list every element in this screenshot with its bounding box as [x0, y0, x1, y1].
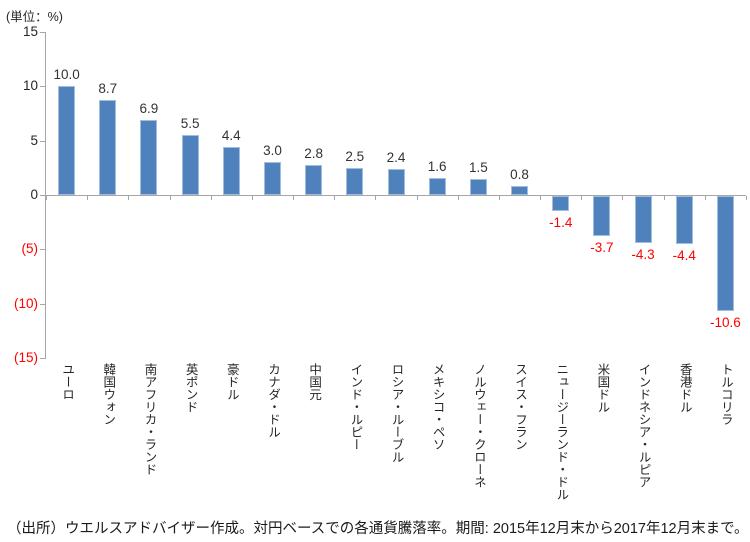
- category-label: 韓国ウォン: [101, 363, 116, 426]
- category-axis-tick: [622, 196, 624, 200]
- category-label: 南アフリカ・ランド: [142, 363, 157, 476]
- bar: [469, 178, 487, 195]
- bar-value-label: 4.4: [221, 128, 241, 144]
- category-label: ニュージーランド・ドル: [554, 363, 569, 501]
- category-label: 中国元: [307, 363, 322, 401]
- y-tick-label: (15): [13, 350, 38, 365]
- bar-value-label: 1.5: [468, 159, 488, 175]
- bar-value-label: 10.0: [53, 67, 80, 83]
- bar: [675, 196, 693, 244]
- bar-value-label: 2.5: [345, 148, 365, 164]
- bar-value-label: 0.8: [510, 167, 529, 183]
- category-axis-tick: [375, 196, 377, 200]
- bar-value-label: 1.6: [427, 158, 447, 174]
- category-label: スイス・フラン: [513, 363, 528, 451]
- y-tick-label: (10): [13, 295, 38, 311]
- y-axis-tick: [40, 358, 45, 359]
- y-axis-line: [45, 32, 46, 359]
- category-label: インド・ルピー: [348, 363, 363, 451]
- category-axis-tick: [416, 196, 418, 200]
- bar: [511, 186, 529, 195]
- category-axis-tick: [210, 196, 212, 200]
- y-tick-label: 5: [30, 132, 38, 148]
- bar: [305, 164, 323, 195]
- category-label: カナダ・ドル: [265, 363, 280, 438]
- bar: [716, 196, 734, 312]
- category-axis-tick: [540, 196, 542, 200]
- bar-value-label: 6.9: [139, 101, 159, 117]
- category-axis-tick: [704, 196, 706, 200]
- bar-value-label: 8.7: [98, 81, 118, 97]
- bar-value-label: -1.4: [549, 215, 573, 231]
- category-axis-tick: [251, 196, 253, 200]
- bar: [593, 196, 611, 237]
- bar: [58, 86, 76, 195]
- source-note: （出所）ウエルスアドバイザー作成。対円ベースでの各通貨騰落率。期間: 2015年…: [7, 521, 749, 537]
- bar: [140, 120, 158, 195]
- category-axis-tick: [293, 196, 295, 200]
- bar-value-label: -4.3: [631, 246, 655, 262]
- category-axis-tick: [498, 196, 500, 200]
- category-label: トルコリラ: [718, 363, 733, 426]
- bar-value-label: 2.4: [386, 149, 406, 165]
- category-axis-tick: [169, 196, 171, 200]
- unit-label: (単位：%): [6, 10, 63, 24]
- bar-value-label: 5.5: [180, 116, 200, 132]
- y-axis-tick: [40, 140, 45, 142]
- bar-value-label: 3.0: [263, 143, 282, 159]
- category-label: ロシア・ルーブル: [389, 363, 404, 463]
- bar: [222, 147, 240, 195]
- bar: [387, 168, 405, 195]
- category-axis-tick: [87, 196, 89, 200]
- category-axis-tick: [128, 196, 130, 200]
- bar: [634, 196, 652, 243]
- bar-value-label: 2.8: [304, 145, 324, 161]
- bar-value-label: -3.7: [590, 240, 614, 256]
- category-axis-tick: [746, 196, 747, 200]
- category-label: 香港ドル: [677, 363, 692, 413]
- category-label: 豪ドル: [224, 363, 239, 401]
- y-axis-tick: [40, 249, 45, 251]
- bar: [428, 177, 446, 195]
- category-label: メキシコ・ペソ: [430, 363, 445, 451]
- category-axis-tick: [581, 196, 583, 200]
- bar: [99, 100, 117, 195]
- category-label: インドネシア・ルピア: [636, 363, 651, 488]
- category-axis-tick: [46, 196, 47, 200]
- zero-axis-line: [46, 195, 746, 196]
- y-tick-label: 10: [22, 78, 38, 94]
- y-axis-tick: [40, 32, 45, 33]
- category-axis-tick: [663, 196, 665, 200]
- bar-value-label: -4.4: [672, 247, 696, 263]
- category-label: 英ポンド: [183, 363, 198, 413]
- bar-value-label: -10.6: [710, 315, 741, 331]
- category-label: ノルウェー・クローネ: [471, 363, 486, 488]
- bar: [181, 135, 199, 195]
- bar: [263, 162, 281, 195]
- y-tick-label: 15: [22, 24, 38, 39]
- category-axis-tick: [457, 196, 459, 200]
- y-tick-label: (5): [21, 241, 39, 257]
- y-axis-tick: [40, 303, 45, 305]
- category-label: ユーロ: [60, 363, 75, 401]
- bar: [552, 196, 570, 212]
- bar: [346, 167, 364, 195]
- category-axis-tick: [334, 196, 336, 200]
- category-label: 米国ドル: [595, 363, 610, 413]
- y-axis-tick: [40, 86, 45, 88]
- y-axis-tick: [40, 195, 45, 196]
- y-tick-label: 0: [30, 187, 38, 202]
